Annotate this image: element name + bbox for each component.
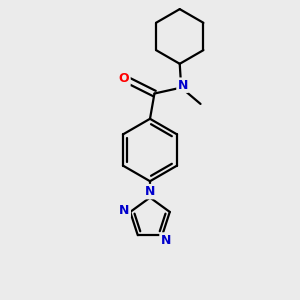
Text: N: N: [178, 79, 188, 92]
Text: N: N: [160, 233, 171, 247]
Text: N: N: [145, 185, 155, 198]
Text: O: O: [119, 72, 130, 85]
Text: N: N: [119, 204, 130, 217]
